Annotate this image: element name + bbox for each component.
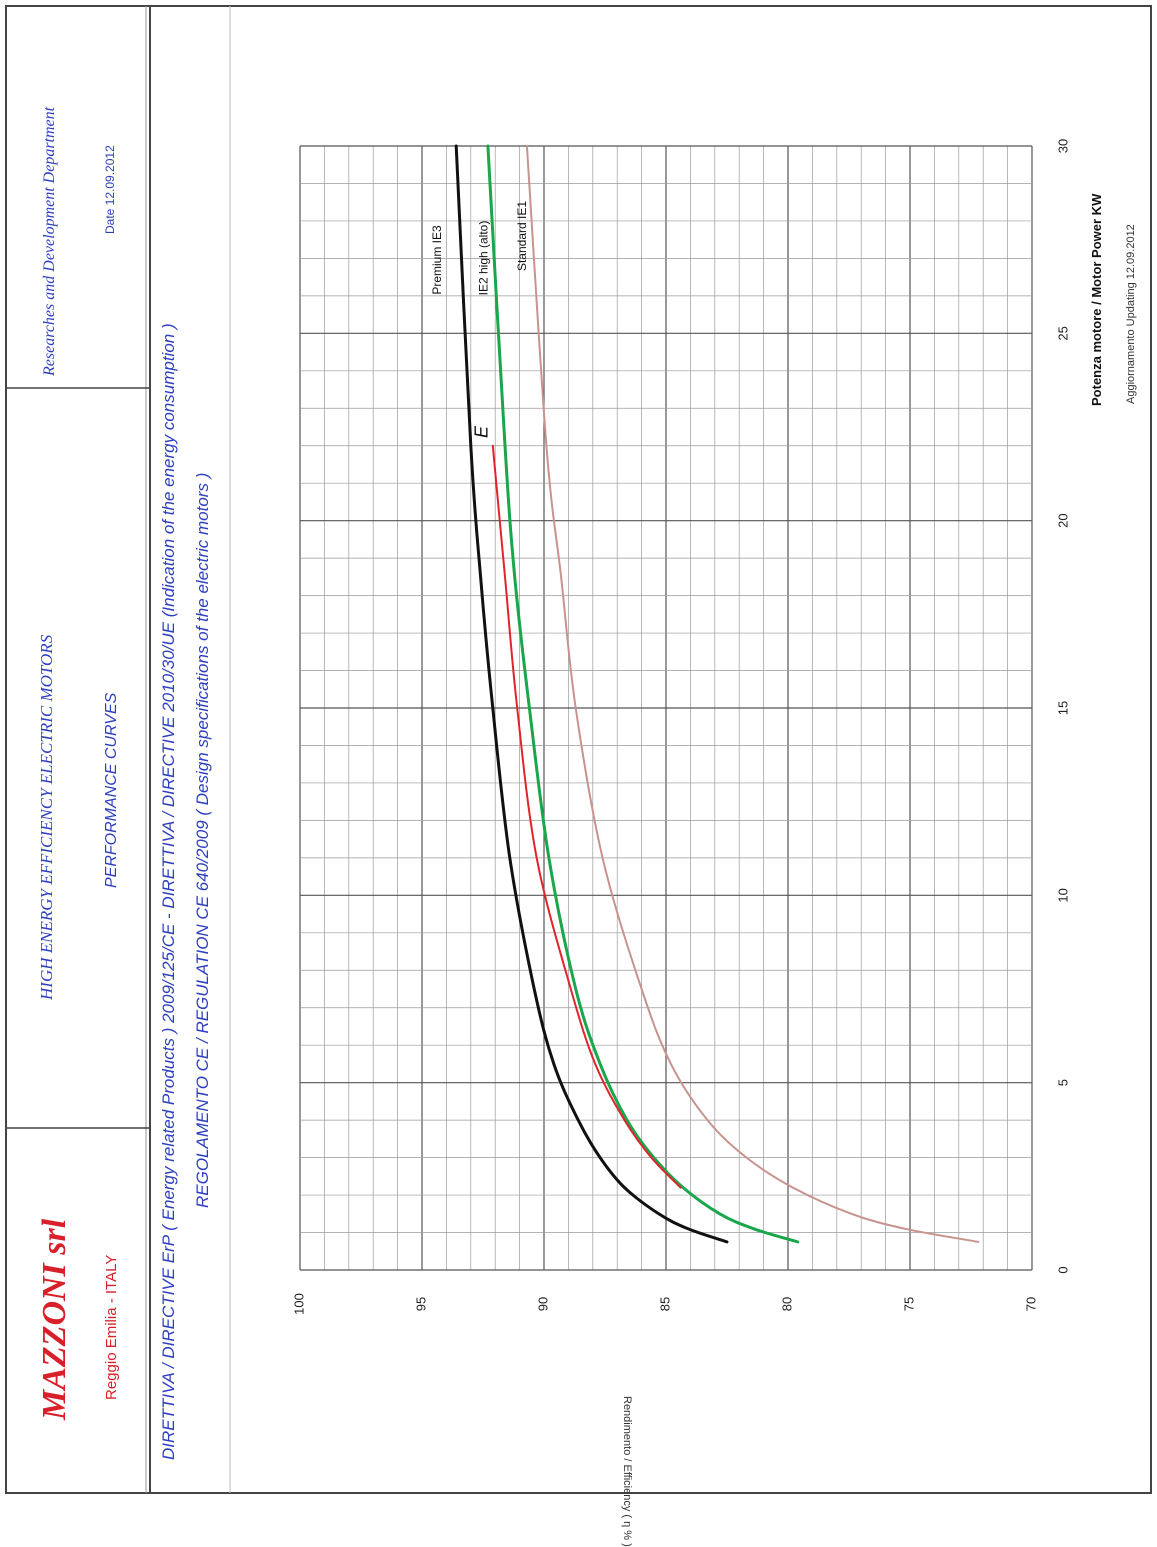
y-tick-label: 95 [413, 1297, 428, 1311]
series-label: Premium IE3 [430, 225, 444, 295]
x-tick-label: 15 [1055, 701, 1070, 715]
chart-grid [299, 145, 1033, 1271]
x-tick-label: 0 [1055, 1266, 1070, 1273]
series-line-premium-ie3 [454, 144, 729, 1244]
y-tick-label: 75 [901, 1297, 916, 1311]
x-axis-title: Potenza motore / Motor Power KW [1089, 193, 1104, 406]
series-line-standard-ie1 [525, 145, 980, 1243]
x-tick-label: 25 [1055, 326, 1070, 340]
series-line-ie2-high-alto- [486, 144, 800, 1244]
y-tick-label: 100 [291, 1293, 306, 1315]
doc-title: PERFORMANCE CURVES [103, 692, 120, 888]
chart-axes: 70 75 80 85 90 95 100 0 5 10 15 20 25 30 [291, 139, 1070, 1315]
department: Researches and Development Department [41, 106, 58, 376]
x-tick-label: 5 [1055, 1079, 1070, 1086]
performance-sheet: 70 75 80 85 90 95 100 0 5 10 15 20 25 30 Premium IE3 I… [5, 5, 1152, 1547]
y-axis-title: Rendimento / Efficiency ( η % ) [621, 1396, 633, 1547]
sheet-canvas: 70 75 80 85 90 95 100 0 5 10 15 20 25 30 Premium IE3 I… [5, 5, 1152, 1494]
series-line-e [491, 444, 682, 1189]
x-tick-label: 30 [1055, 139, 1070, 153]
company-name: MAZZONI srl [36, 1218, 73, 1420]
x-tick-label: 20 [1055, 513, 1070, 527]
y-tick-label: 90 [535, 1297, 550, 1311]
page-border [5, 5, 1152, 1494]
doc-date: Date 12.09.2012 [103, 145, 117, 234]
x-tick-label: 10 [1055, 888, 1070, 902]
directive-line-2: REGOLAMENTO CE / REGULATION CE 640/2009 … [193, 472, 212, 1208]
series-label: IE2 high (alto) [476, 221, 490, 296]
company-city: Reggio Emilia - ITALY [103, 1254, 120, 1400]
y-tick-label: 85 [657, 1297, 672, 1311]
footer-updating: Aggiornamento Updating 12.09.2012 [1125, 224, 1137, 404]
y-tick-label: 80 [779, 1297, 794, 1311]
directive-line-1: DIRETTIVA / DIRECTIVE ErP ( Energy relat… [159, 323, 178, 1460]
series-label: E [472, 425, 492, 438]
series-label: Standard IE1 [515, 201, 529, 271]
y-tick-label: 70 [1023, 1297, 1038, 1311]
product-line: HIGH ENERGY EFFICIENCY ELECTRIC MOTORS [37, 634, 56, 1000]
chart-series: Premium IE3 IE2 high (alto) Standard IE1 E [430, 144, 980, 1244]
